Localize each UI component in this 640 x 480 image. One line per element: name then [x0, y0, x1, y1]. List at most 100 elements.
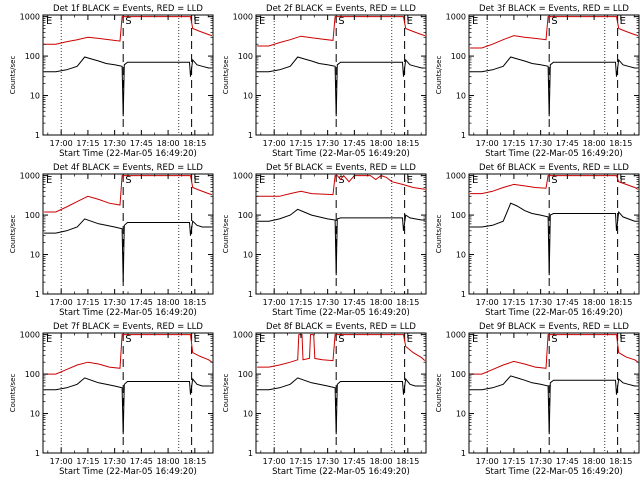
y-tick-label: 1000: [233, 13, 253, 22]
x-tick-label: 17:30: [529, 457, 552, 466]
marker-label: E: [194, 175, 200, 186]
x-tick-label: 17:45: [343, 139, 366, 148]
plot-frame: [255, 332, 427, 454]
x-tick-label: 17:30: [316, 457, 339, 466]
x-tick-label: 18:15: [396, 139, 419, 148]
marker-label: S: [338, 16, 344, 27]
y-tick-label: 10: [30, 92, 40, 101]
marker-label: E: [194, 16, 200, 27]
x-axis-label: Start Time (22-Mar-05 16:49:20): [272, 149, 410, 159]
x-tick-label: 17:00: [476, 139, 499, 148]
plot-frame: [255, 14, 427, 136]
y-tick-label: 1: [35, 131, 40, 140]
y-tick-label: 10: [30, 251, 40, 260]
series-lld-line: [470, 16, 639, 49]
x-tick-label: 17:00: [476, 298, 499, 307]
y-tick-label: 10: [30, 410, 40, 419]
x-tick-label: 18:00: [583, 139, 606, 148]
y-tick-label: 1: [461, 449, 466, 458]
series-events-line: [470, 375, 638, 435]
panel-title: Det 2f BLACK = Events, RED = LLD: [266, 4, 416, 14]
plot-frame: [42, 14, 214, 136]
y-tick-label: 1: [248, 449, 253, 458]
marker-label: S: [125, 16, 131, 27]
x-tick-label: 17:45: [130, 298, 153, 307]
y-tick-label: 1: [248, 290, 253, 299]
series-lld-line: [470, 334, 639, 375]
series-lld-line: [257, 16, 426, 47]
panel-title: Det 1f BLACK = Events, RED = LLD: [53, 4, 203, 14]
marker-label: S: [338, 175, 344, 186]
y-tick-label: 1000: [446, 172, 466, 181]
y-axis-label: Counts/sec: [435, 374, 443, 413]
plot-frame: [468, 332, 640, 454]
x-tick-label: 18:15: [183, 139, 206, 148]
x-tick-label: 17:15: [289, 139, 312, 148]
series-events-line: [44, 56, 212, 117]
marker-label: S: [551, 334, 557, 345]
marker-label: S: [125, 334, 131, 345]
panel-title: Det 9f BLACK = Events, RED = LLD: [479, 322, 629, 332]
x-axis-label: Start Time (22-Mar-05 16:49:20): [59, 308, 197, 318]
x-tick-label: 17:15: [76, 457, 99, 466]
x-tick-label: 18:00: [583, 457, 606, 466]
x-tick-label: 17:30: [103, 298, 126, 307]
x-tick-label: 17:45: [556, 298, 579, 307]
y-tick-label: 10: [456, 251, 466, 260]
x-tick-label: 17:15: [289, 298, 312, 307]
y-tick-label: 100: [238, 52, 253, 61]
marker-label: E: [46, 16, 52, 27]
y-axis-label: Counts/sec: [9, 215, 17, 254]
x-tick-label: 18:15: [609, 457, 632, 466]
y-tick-label: 1000: [20, 13, 40, 22]
series-events-line: [44, 377, 212, 435]
marker-label: S: [125, 175, 131, 186]
y-tick-label: 100: [451, 52, 466, 61]
y-tick-label: 1000: [446, 331, 466, 340]
y-tick-label: 1: [461, 131, 466, 140]
x-tick-label: 18:00: [370, 139, 393, 148]
plot-frame: [255, 173, 427, 295]
series-lld-line: [44, 175, 213, 213]
marker-label: E: [259, 16, 265, 27]
y-axis-label: Counts/sec: [435, 56, 443, 95]
y-tick-label: 10: [243, 410, 253, 419]
x-axis-label: Start Time (22-Mar-05 16:49:20): [272, 308, 410, 318]
x-tick-label: 17:30: [103, 139, 126, 148]
x-tick-label: 18:00: [370, 457, 393, 466]
x-tick-label: 17:45: [130, 139, 153, 148]
panel-title: Det 5f BLACK = Events, RED = LLD: [266, 163, 416, 173]
marker-label: E: [259, 334, 265, 345]
x-tick-label: 18:00: [157, 139, 180, 148]
x-tick-label: 17:00: [50, 139, 73, 148]
y-axis-label: Counts/sec: [222, 374, 230, 413]
x-tick-label: 17:15: [502, 298, 525, 307]
plot-frame: [42, 332, 214, 454]
x-tick-label: 18:15: [609, 298, 632, 307]
y-tick-label: 10: [456, 92, 466, 101]
marker-label: E: [472, 334, 478, 345]
x-tick-label: 17:00: [476, 457, 499, 466]
y-tick-label: 100: [238, 370, 253, 379]
x-tick-label: 18:15: [396, 457, 419, 466]
x-tick-label: 17:45: [556, 457, 579, 466]
x-axis-label: Start Time (22-Mar-05 16:49:20): [485, 149, 623, 159]
x-tick-label: 17:30: [316, 298, 339, 307]
marker-label: E: [407, 16, 413, 27]
marker-label: S: [551, 175, 557, 186]
x-tick-label: 18:00: [157, 457, 180, 466]
x-tick-label: 17:30: [529, 139, 552, 148]
x-tick-label: 17:00: [263, 298, 286, 307]
x-tick-label: 17:00: [263, 457, 286, 466]
x-tick-label: 18:15: [609, 139, 632, 148]
x-tick-label: 17:45: [130, 457, 153, 466]
marker-label: E: [620, 16, 626, 27]
x-tick-label: 17:00: [50, 298, 73, 307]
x-tick-label: 17:00: [263, 139, 286, 148]
x-tick-label: 17:45: [343, 457, 366, 466]
